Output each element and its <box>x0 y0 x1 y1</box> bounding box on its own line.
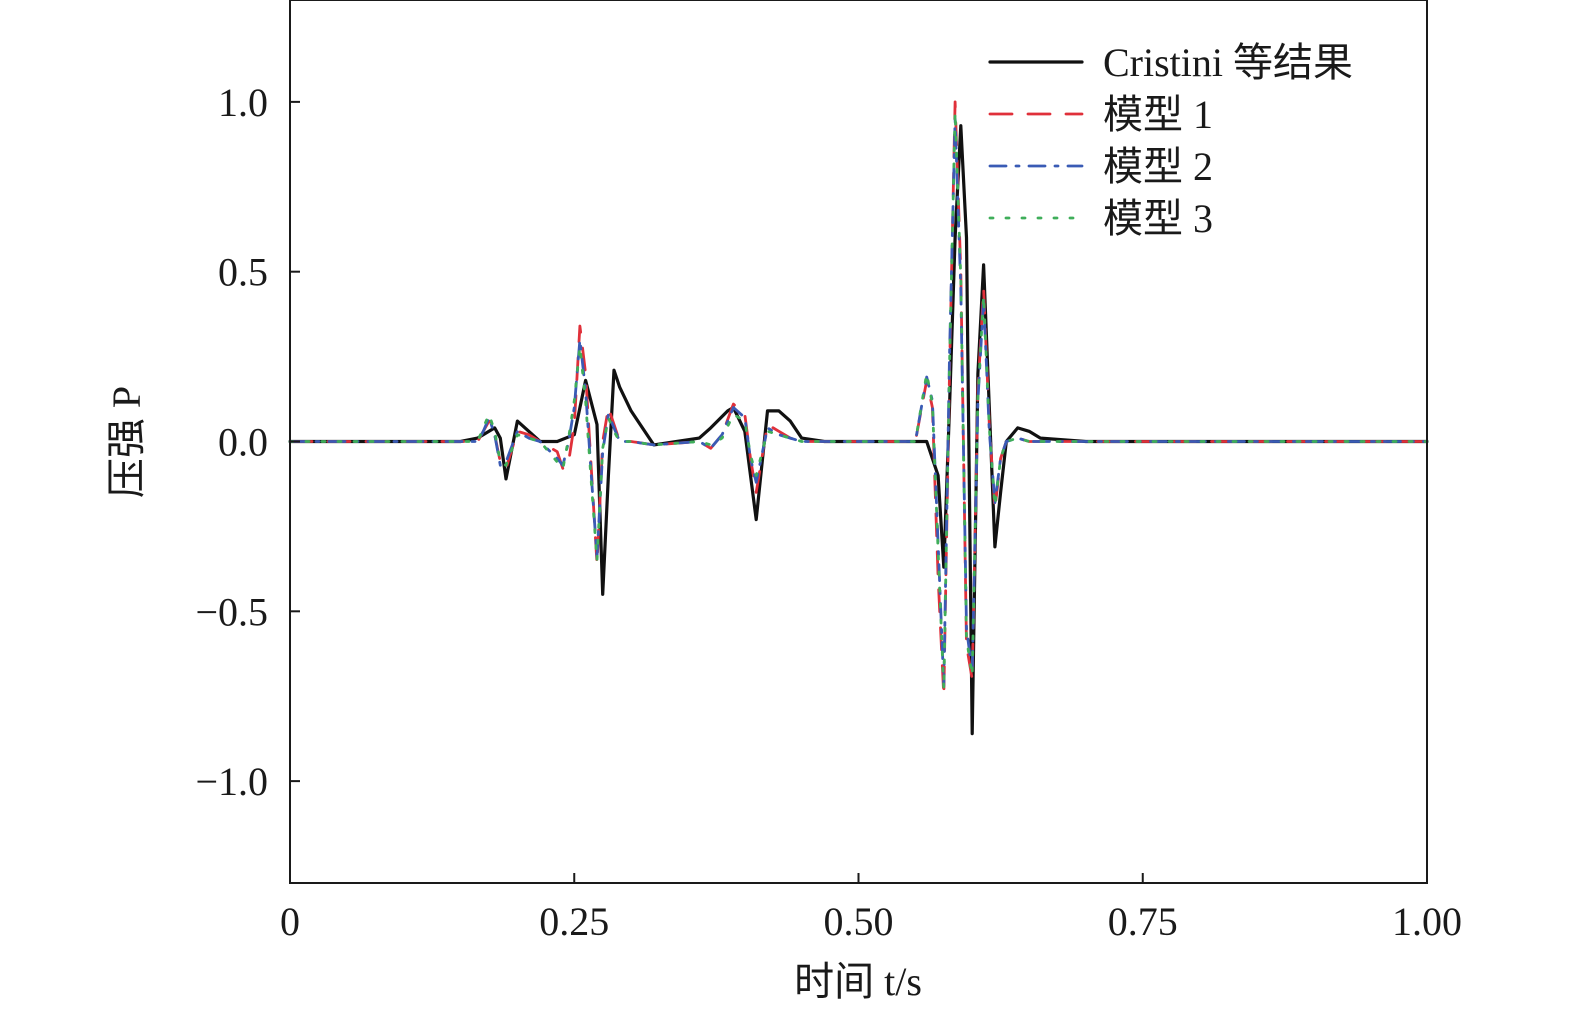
x-axis-title: 时间 t/s <box>794 959 922 1004</box>
x-tick-label: 1.00 <box>1392 899 1462 944</box>
series-line-2 <box>288 100 1429 698</box>
y-axis-title: 压强 P <box>104 386 149 498</box>
x-tick-label: 0 <box>280 899 300 944</box>
legend-label-4: 模型 3 <box>1103 196 1213 241</box>
series-line-4 <box>288 110 1429 691</box>
y-tick-label: 0.5 <box>218 250 268 295</box>
x-tick-label: 0.75 <box>1108 899 1178 944</box>
x-tick-label: 0.25 <box>539 899 609 944</box>
x-tick-label: 0.50 <box>824 899 894 944</box>
series-layer <box>288 100 1429 736</box>
y-tick-label: 0.0 <box>218 420 268 465</box>
series-line-1 <box>288 124 1429 736</box>
legend-label-3: 模型 2 <box>1103 144 1213 189</box>
series-line-3 <box>288 117 1429 688</box>
y-tick-label: 1.0 <box>218 80 268 125</box>
legend-label-1: Cristini 等结果 <box>1103 40 1353 85</box>
y-axis-ticks: 1.0 0.5 0.0 −0.5 −1.0 <box>195 80 300 804</box>
y-tick-label: −0.5 <box>195 589 268 634</box>
y-tick-label: −1.0 <box>195 759 268 804</box>
x-axis-ticks: 0 0.25 0.50 0.75 1.00 <box>280 873 1462 944</box>
legend-label-2: 模型 1 <box>1103 92 1213 137</box>
